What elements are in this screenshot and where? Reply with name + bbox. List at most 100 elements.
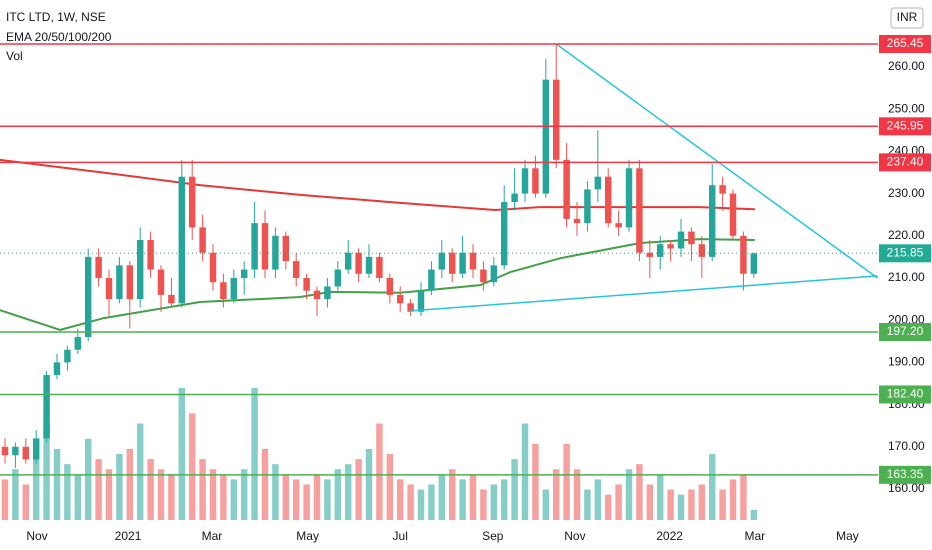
volume-bar [386, 454, 394, 520]
volume-bar [282, 474, 290, 520]
candle-body [438, 252, 446, 270]
y-tick-label: 210.00 [888, 270, 925, 284]
volume-bar [261, 448, 269, 520]
candle-body [490, 265, 498, 283]
candle-body [656, 244, 664, 257]
volume-bar [105, 469, 113, 520]
volume-bar [53, 448, 61, 520]
candle-body [157, 269, 165, 295]
candle-body [136, 240, 144, 300]
ema-line [0, 158, 755, 212]
volume-bar [376, 423, 383, 520]
candle-body [355, 252, 362, 274]
level-box [879, 323, 931, 342]
candle-body [677, 231, 685, 249]
candle-body [521, 168, 529, 194]
last-price-label: 215.85 [887, 245, 924, 259]
candle-body [396, 294, 404, 304]
candle-body [84, 256, 92, 338]
trend-line [410, 275, 878, 312]
candle-body [344, 252, 352, 270]
volume-bar [417, 489, 425, 520]
level-box [879, 385, 931, 404]
volume-bar [355, 459, 362, 520]
candle-body [32, 438, 40, 460]
currency-box [890, 7, 924, 29]
volume-bar [584, 489, 591, 520]
y-tick-label: 220.00 [888, 228, 925, 242]
volume-bar [521, 423, 529, 520]
trend-line [555, 43, 879, 279]
volume-bar [12, 469, 19, 520]
candle-body [1, 446, 9, 456]
volume-bar [116, 454, 123, 520]
price-axis [878, 0, 932, 550]
x-tick-label: Mar [745, 529, 766, 543]
candle-body [188, 176, 196, 228]
volume-bar [178, 388, 186, 520]
y-tick-label: 250.00 [888, 101, 925, 115]
volume-bar [84, 438, 92, 520]
candle-body [209, 252, 217, 283]
candle-body [459, 252, 466, 274]
volume-bar [511, 459, 518, 520]
volume-bar [209, 469, 217, 520]
volume-bar [157, 469, 165, 520]
volume-bar [428, 484, 435, 520]
volume-bar [199, 459, 206, 520]
x-tick-label: Jul [393, 529, 408, 543]
candle-body [74, 337, 82, 350]
volume-bar [95, 459, 102, 520]
candle-body [511, 193, 518, 203]
candle-body [688, 231, 695, 245]
candle-body [251, 223, 258, 270]
y-tick-label: 160.00 [888, 481, 925, 495]
level-label: 245.95 [887, 118, 924, 132]
candle-body [292, 261, 300, 278]
volume-bar [490, 484, 498, 520]
candle-body [594, 176, 602, 190]
candle-body [740, 235, 747, 274]
candle-body [303, 277, 310, 291]
candle-body [53, 362, 61, 376]
volume-bar [688, 489, 695, 520]
volume-bar [573, 469, 581, 520]
candle-body [220, 282, 227, 300]
level-box [879, 153, 931, 172]
volume-bar [313, 474, 321, 520]
candle-body [64, 349, 71, 363]
level-label: 265.45 [887, 36, 924, 50]
x-tick-label: Nov [564, 529, 585, 543]
candle-body [542, 79, 550, 194]
x-tick-label: Sep [482, 529, 504, 543]
candle-body [625, 168, 633, 228]
candle-body [615, 223, 622, 228]
level-label: 237.40 [887, 155, 924, 169]
candle-body [334, 269, 342, 287]
volume-bar [407, 484, 414, 520]
candle-body [313, 290, 321, 300]
volume-bar [656, 474, 664, 520]
volume-bar [729, 479, 737, 520]
volume-bar [625, 469, 633, 520]
volume-bar [438, 474, 446, 520]
x-tick-label: May [836, 529, 859, 543]
volume-label: Vol [6, 49, 23, 63]
candle-body [126, 265, 134, 300]
volume-bar [136, 423, 144, 520]
candle-body [428, 269, 435, 291]
volume-bar [542, 489, 550, 520]
y-tick-label: 260.00 [888, 59, 925, 73]
candle-body [105, 277, 113, 300]
volume-bar [459, 479, 466, 520]
candle-body [719, 185, 726, 194]
volume-bar [344, 464, 352, 520]
volume-bar [594, 479, 602, 520]
indicators: EMA 20/50/100/200 [6, 30, 112, 44]
volume-bar [480, 489, 487, 520]
candle-body [552, 79, 560, 160]
level-box [879, 117, 931, 136]
candle-body [469, 252, 477, 270]
y-tick-label: 200.00 [888, 312, 925, 326]
